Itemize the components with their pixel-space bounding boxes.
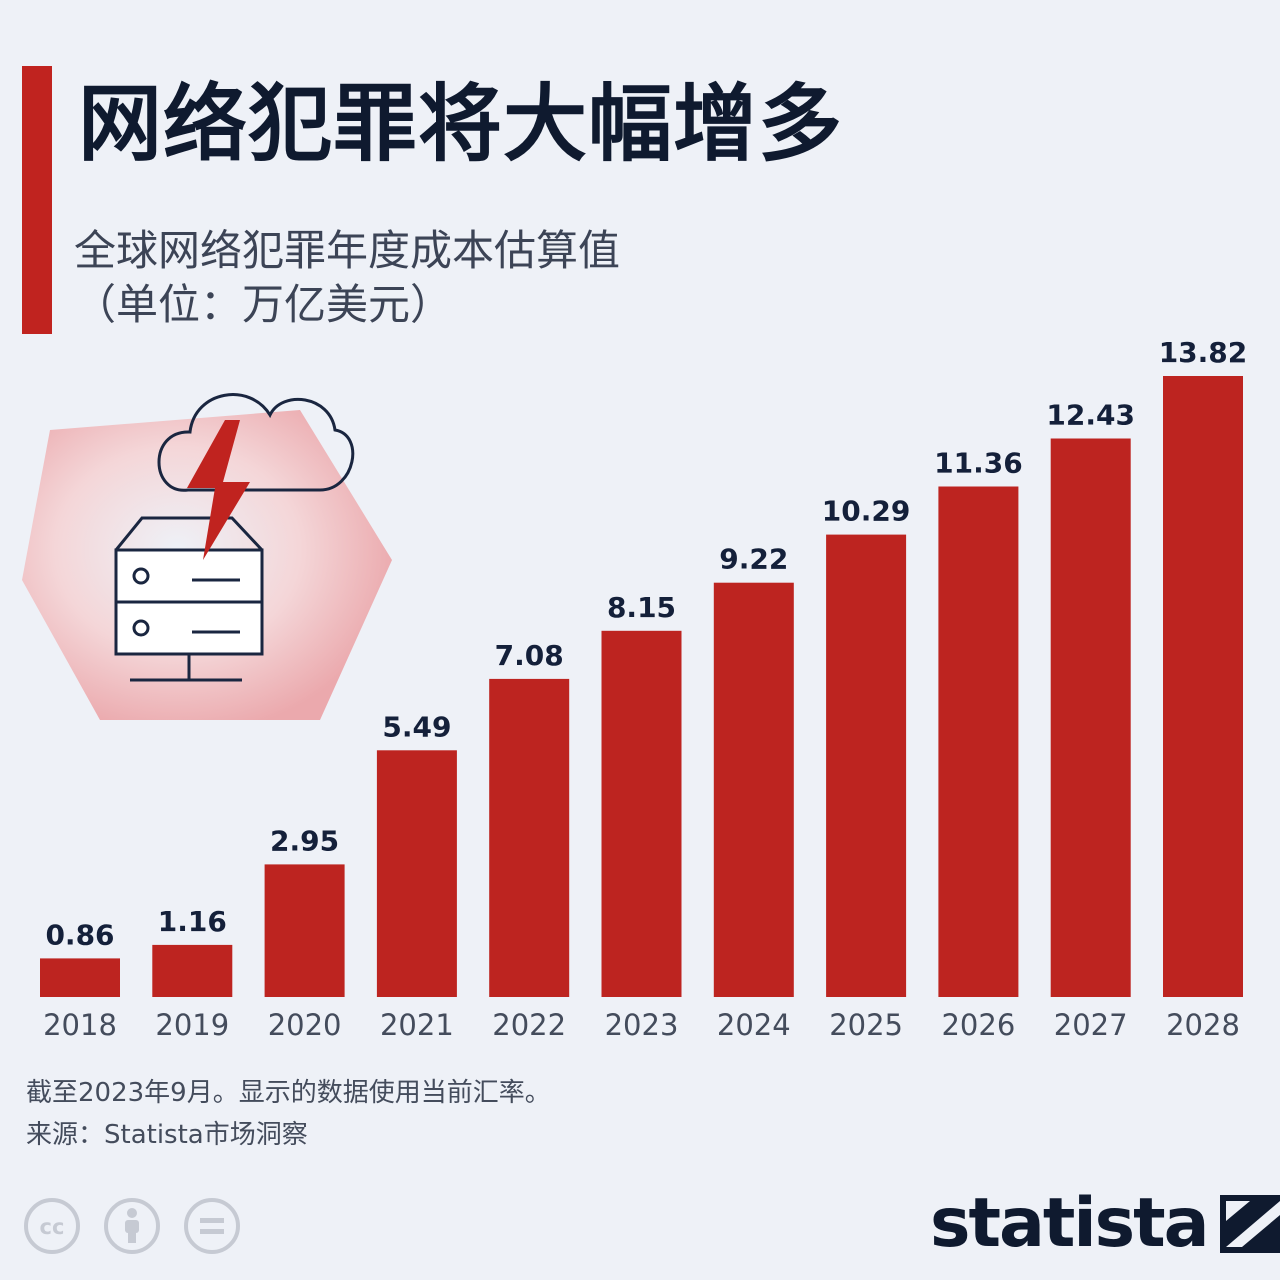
subtitle-line-2: （单位：万亿美元） <box>74 280 453 329</box>
bar-2025 <box>826 534 907 997</box>
license-icons: cc <box>22 1196 242 1256</box>
bar-2026 <box>938 486 1019 997</box>
accent-bar <box>22 66 52 334</box>
value-label-2019: 1.16 <box>158 905 227 938</box>
value-label-2018: 0.86 <box>45 918 114 951</box>
nd-equals-icon[interactable] <box>182 1196 242 1256</box>
bar-2023 <box>601 630 682 997</box>
value-label-2022: 7.08 <box>495 639 564 672</box>
x-tick-2020: 2020 <box>268 1008 342 1042</box>
svg-text:cc: cc <box>40 1215 65 1239</box>
bar-2021 <box>376 750 457 997</box>
value-label-2023: 8.15 <box>607 591 676 624</box>
bar-2028 <box>1163 376 1243 997</box>
bar-2024 <box>713 582 794 997</box>
value-label-2020: 2.95 <box>270 824 339 857</box>
cc-icon[interactable]: cc <box>22 1196 82 1256</box>
value-label-2025: 10.29 <box>822 495 911 528</box>
chart-title: 网络犯罪将大幅增多 <box>78 75 844 173</box>
bar-2022 <box>489 678 570 997</box>
bar-chart: 0.86 2018 1.16 2019 2.95 2020 5.49 2021 7.08 2022… <box>40 336 1248 1042</box>
x-tick-2026: 2026 <box>941 1008 1015 1042</box>
cloud-lightning-server-icon <box>22 393 392 720</box>
x-tick-2019: 2019 <box>155 1008 229 1042</box>
x-tick-2024: 2024 <box>717 1008 791 1042</box>
x-tick-2022: 2022 <box>492 1008 566 1042</box>
x-tick-2025: 2025 <box>829 1008 903 1042</box>
value-label-2027: 12.43 <box>1046 399 1135 432</box>
subtitle-line-1: 全球网络犯罪年度成本估算值 <box>74 226 621 275</box>
bar-2027 <box>1050 438 1131 997</box>
value-label-2024: 9.22 <box>719 543 788 576</box>
value-label-2021: 5.49 <box>382 710 451 743</box>
footnote: 截至2023年9月。显示的数据使用当前汇率。 <box>26 1078 551 1108</box>
source-note: 来源：Statista市场洞察 <box>26 1120 308 1150</box>
footer-notes: 截至2023年9月。显示的数据使用当前汇率。 来源：Statista市场洞察 <box>26 1072 551 1156</box>
x-tick-2023: 2023 <box>605 1008 679 1042</box>
statista-logo[interactable]: statista <box>930 1190 1280 1258</box>
statista-logo-icon <box>1219 1195 1280 1253</box>
x-tick-2027: 2027 <box>1054 1008 1128 1042</box>
x-tick-2018: 2018 <box>43 1008 117 1042</box>
bar-2020 <box>264 864 345 997</box>
x-tick-2028: 2028 <box>1166 1008 1240 1042</box>
value-label-2026: 11.36 <box>934 447 1023 480</box>
chart-subtitle: 全球网络犯罪年度成本估算值 （单位：万亿美元） <box>74 224 620 332</box>
by-person-icon[interactable] <box>102 1196 162 1256</box>
bar-2018 <box>40 958 120 997</box>
x-tick-2021: 2021 <box>380 1008 454 1042</box>
value-label-2028: 13.82 <box>1159 336 1248 369</box>
logo-text: statista <box>930 1184 1210 1263</box>
bar-2019 <box>152 944 233 997</box>
